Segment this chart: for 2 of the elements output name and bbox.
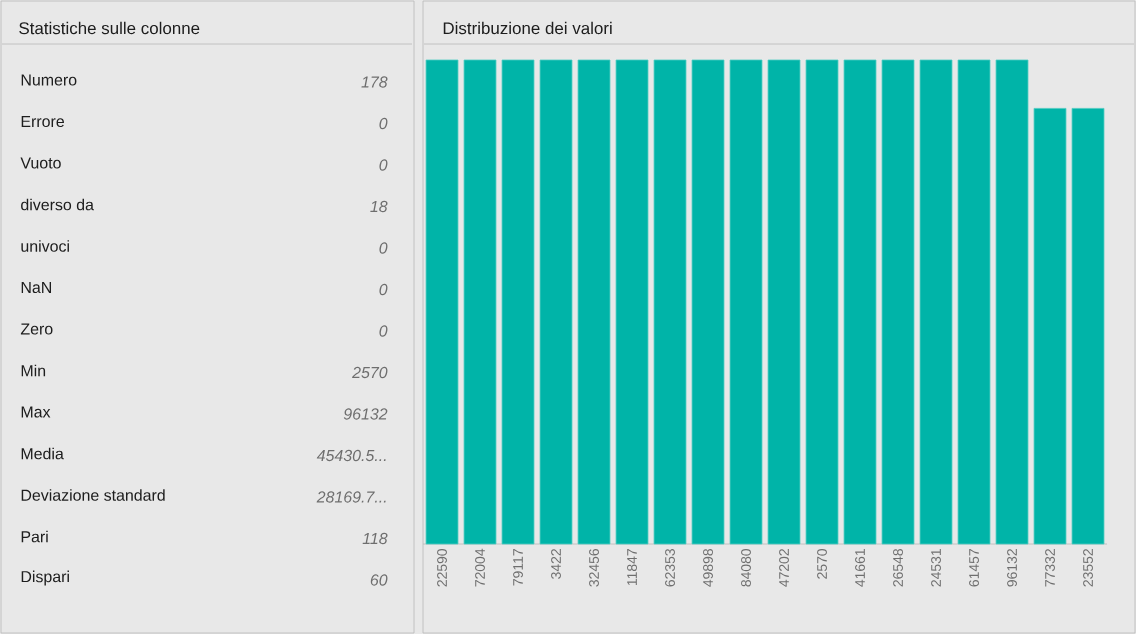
text: Statistiche sulle colonne bbox=[19, 21, 200, 35]
chart-title: Distribuzione dei valori bbox=[443, 21, 612, 35]
